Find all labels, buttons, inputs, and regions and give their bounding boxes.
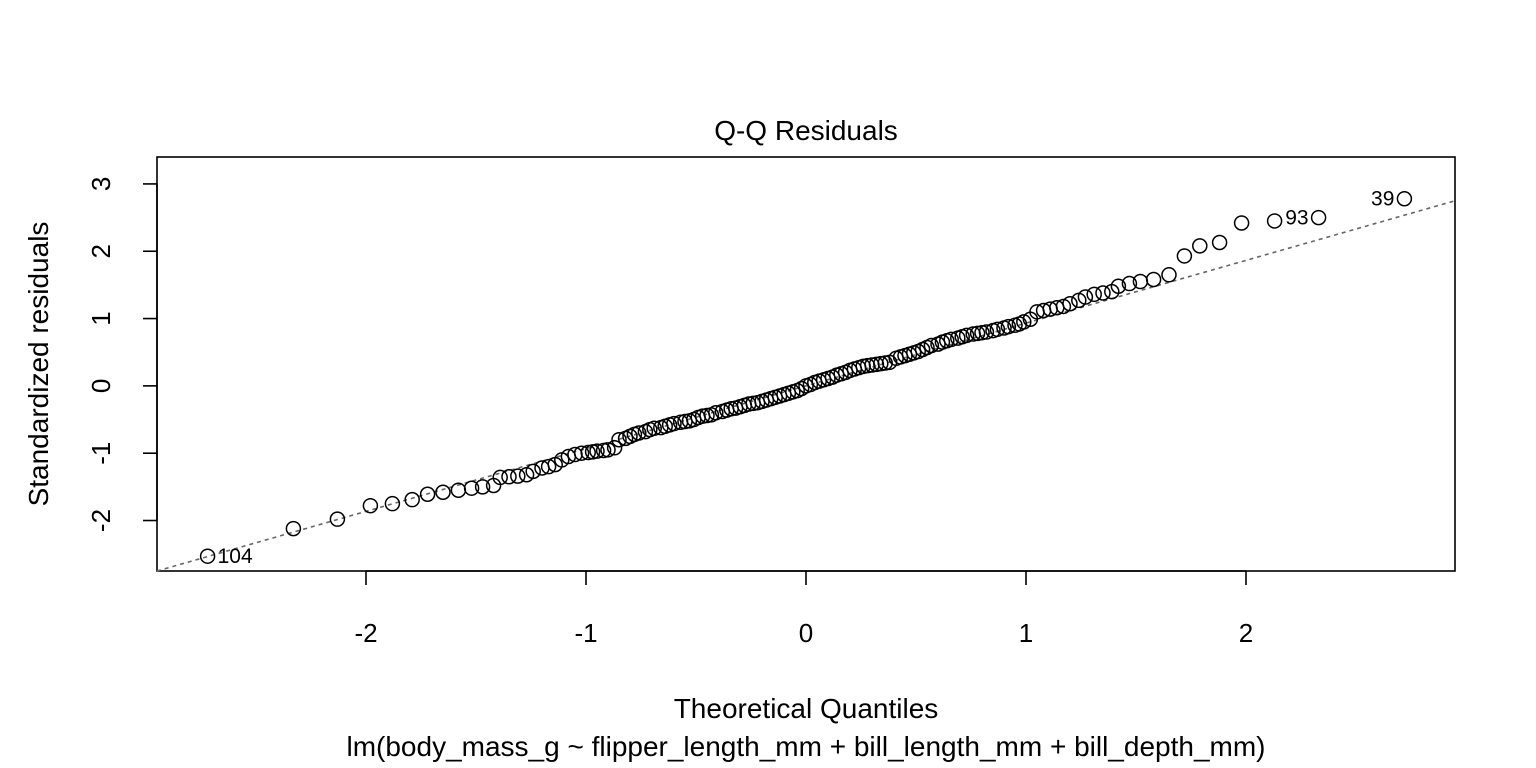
qq-point [329,511,346,527]
y-tick-label: 0 [86,379,116,393]
qq-point [793,380,810,397]
qq-point [573,445,590,461]
qq-point [540,458,557,475]
y-axis-label: Standardized residuals [23,222,54,507]
qq-point [1396,190,1413,207]
x-tick-label: -2 [354,618,377,648]
qq-point [1266,213,1283,229]
qq-point [525,463,541,480]
qq-point [978,324,995,340]
x-tick-label: 2 [1239,618,1253,648]
qq-point [989,321,1006,338]
qq-point [923,337,940,354]
x-axis: -2 -1 0 1 2 [354,570,1253,648]
qq-point [631,425,647,441]
qq-point [1095,285,1111,301]
qq-point [1062,296,1078,312]
y-tick-label: 3 [86,177,116,191]
y-tick-label: 2 [86,244,116,258]
point-labels: 104 93 39 [218,188,1395,568]
qq-point [463,480,480,496]
model-caption: lm(body_mass_g ~ flipper_length_mm + bil… [346,731,1265,762]
qq-point [1016,314,1032,330]
qq-point [384,495,401,512]
qq-point [1161,267,1177,283]
qq-point [404,491,420,508]
point-label-39: 39 [1371,188,1394,211]
y-tick-label: -2 [86,509,116,532]
qq-point [1110,278,1127,294]
qq-point [589,443,605,459]
x-tick-label: -1 [574,618,597,648]
x-tick-label: 1 [1019,618,1033,648]
qq-point [1310,209,1327,226]
qq-point [1233,215,1250,231]
qq-point [501,469,517,485]
y-tick-label: 1 [86,311,116,325]
qq-point [199,548,216,564]
qq-point [646,420,662,437]
qq-point [708,405,724,421]
qq-point [362,497,379,514]
qq-point [611,431,627,448]
qq-point [606,440,623,456]
qq-point [666,415,682,432]
qq-point [474,479,491,495]
qq-point [958,327,975,344]
reference-line-layer [156,199,1456,572]
x-axis-label: Theoretical Quantiles [674,693,939,724]
qq-reference-line [156,199,1456,572]
qq-point [510,468,526,484]
x-tick-label: 0 [799,618,813,648]
point-label-93: 93 [1285,207,1308,230]
y-axis: -2 -1 0 1 2 3 [86,177,158,532]
qq-point [943,331,959,348]
qq-point [1145,271,1162,288]
y-tick-label: -1 [86,442,116,465]
plot-frame [156,156,1456,572]
qq-point [1211,234,1228,251]
points-layer [199,190,1413,564]
qq-point [1176,248,1193,264]
point-label-104: 104 [218,545,253,568]
qq-point [1055,298,1072,315]
qq-point [285,520,302,537]
qq-point [492,469,508,486]
qq-point [1086,286,1102,303]
qq-point [1077,289,1094,305]
qq-point [1121,275,1138,292]
qq-point [600,442,616,458]
chart-title: Q-Q Residuals [714,115,898,146]
qq-point [1192,238,1208,254]
qq-point [1000,318,1017,335]
qq-point [435,484,451,500]
qq-point [419,486,436,503]
